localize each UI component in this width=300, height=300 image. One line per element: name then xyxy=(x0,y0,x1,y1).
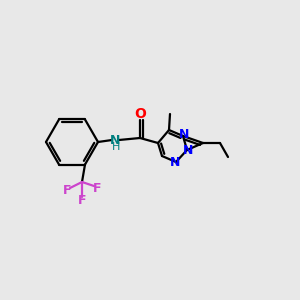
Text: O: O xyxy=(134,107,146,121)
Text: F: F xyxy=(93,182,101,194)
Text: F: F xyxy=(78,194,86,208)
Text: H: H xyxy=(112,142,120,152)
Text: N: N xyxy=(179,128,189,140)
Text: N: N xyxy=(110,134,120,146)
Text: F: F xyxy=(63,184,71,196)
Text: N: N xyxy=(170,157,180,169)
Text: N: N xyxy=(183,143,193,157)
